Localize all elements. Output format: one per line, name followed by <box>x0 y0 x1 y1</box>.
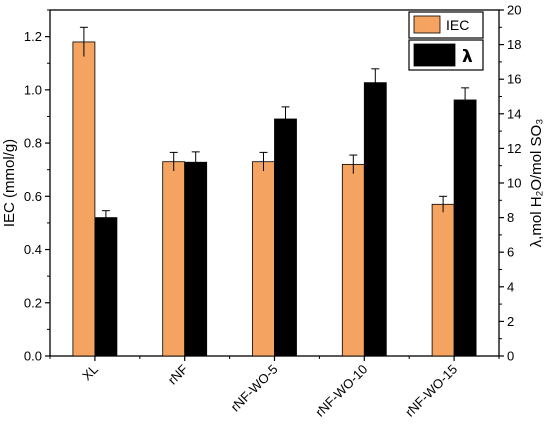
category-labels: XL rNF rNF-WO-5 rNF-WO-10 rNF-WO-15 <box>79 361 460 419</box>
left-tick-label: 0.0 <box>24 349 42 364</box>
right-tick-label: 14 <box>507 106 521 121</box>
category-label: rNF-WO-5 <box>228 362 281 415</box>
bar-iec <box>431 203 455 357</box>
legend-swatch-lambda <box>413 43 456 67</box>
left-tick-label: 1.0 <box>24 82 42 97</box>
right-tick-label: 16 <box>507 72 521 87</box>
right-tick-label: 6 <box>507 245 514 260</box>
bar-lambda <box>363 82 387 357</box>
bar-lambda <box>184 161 208 357</box>
right-tick-label: 10 <box>507 176 521 191</box>
category-label: rNF-WO-10 <box>312 362 370 420</box>
right-tick-label: 2 <box>507 314 514 329</box>
right-tick-label: 0 <box>507 349 514 364</box>
left-tick-label: 1.2 <box>24 29 42 44</box>
right-axis-title: λ,mol H₂O/mol SO₃ <box>528 119 545 248</box>
left-axis-title: IEC (mmol/g) <box>1 139 18 227</box>
right-y-axis: 0 2 4 6 8 10 12 14 16 18 20 <box>499 3 521 364</box>
legend: IEC λ <box>408 11 484 71</box>
bar-iec <box>341 163 365 357</box>
category-label: XL <box>79 362 101 384</box>
bars-group <box>49 26 500 361</box>
left-tick-label: 0.2 <box>24 295 42 310</box>
right-tick-label: 8 <box>507 210 514 225</box>
bar-iec <box>72 41 96 357</box>
left-y-axis: 0.0 0.2 0.4 0.6 0.8 1.0 1.2 <box>24 9 50 364</box>
legend-label-lambda: λ <box>462 47 473 67</box>
bar-iec <box>252 161 275 357</box>
left-tick-label: 0.8 <box>24 136 42 151</box>
right-tick-label: 12 <box>507 141 521 156</box>
bar-lambda <box>274 118 297 357</box>
right-tick-label: 20 <box>507 3 521 18</box>
legend-swatch-iec <box>413 15 441 34</box>
bar-iec <box>162 161 186 357</box>
left-tick-label: 0.6 <box>24 189 42 204</box>
category-label: rNF-WO-15 <box>402 362 460 420</box>
legend-label-iec: IEC <box>446 17 469 33</box>
category-label: rNF <box>165 361 191 387</box>
right-tick-label: 18 <box>507 37 521 52</box>
bar-lambda <box>453 99 477 357</box>
bar-lambda <box>94 217 118 357</box>
right-tick-label: 4 <box>507 279 514 294</box>
left-tick-label: 0.4 <box>24 242 42 257</box>
